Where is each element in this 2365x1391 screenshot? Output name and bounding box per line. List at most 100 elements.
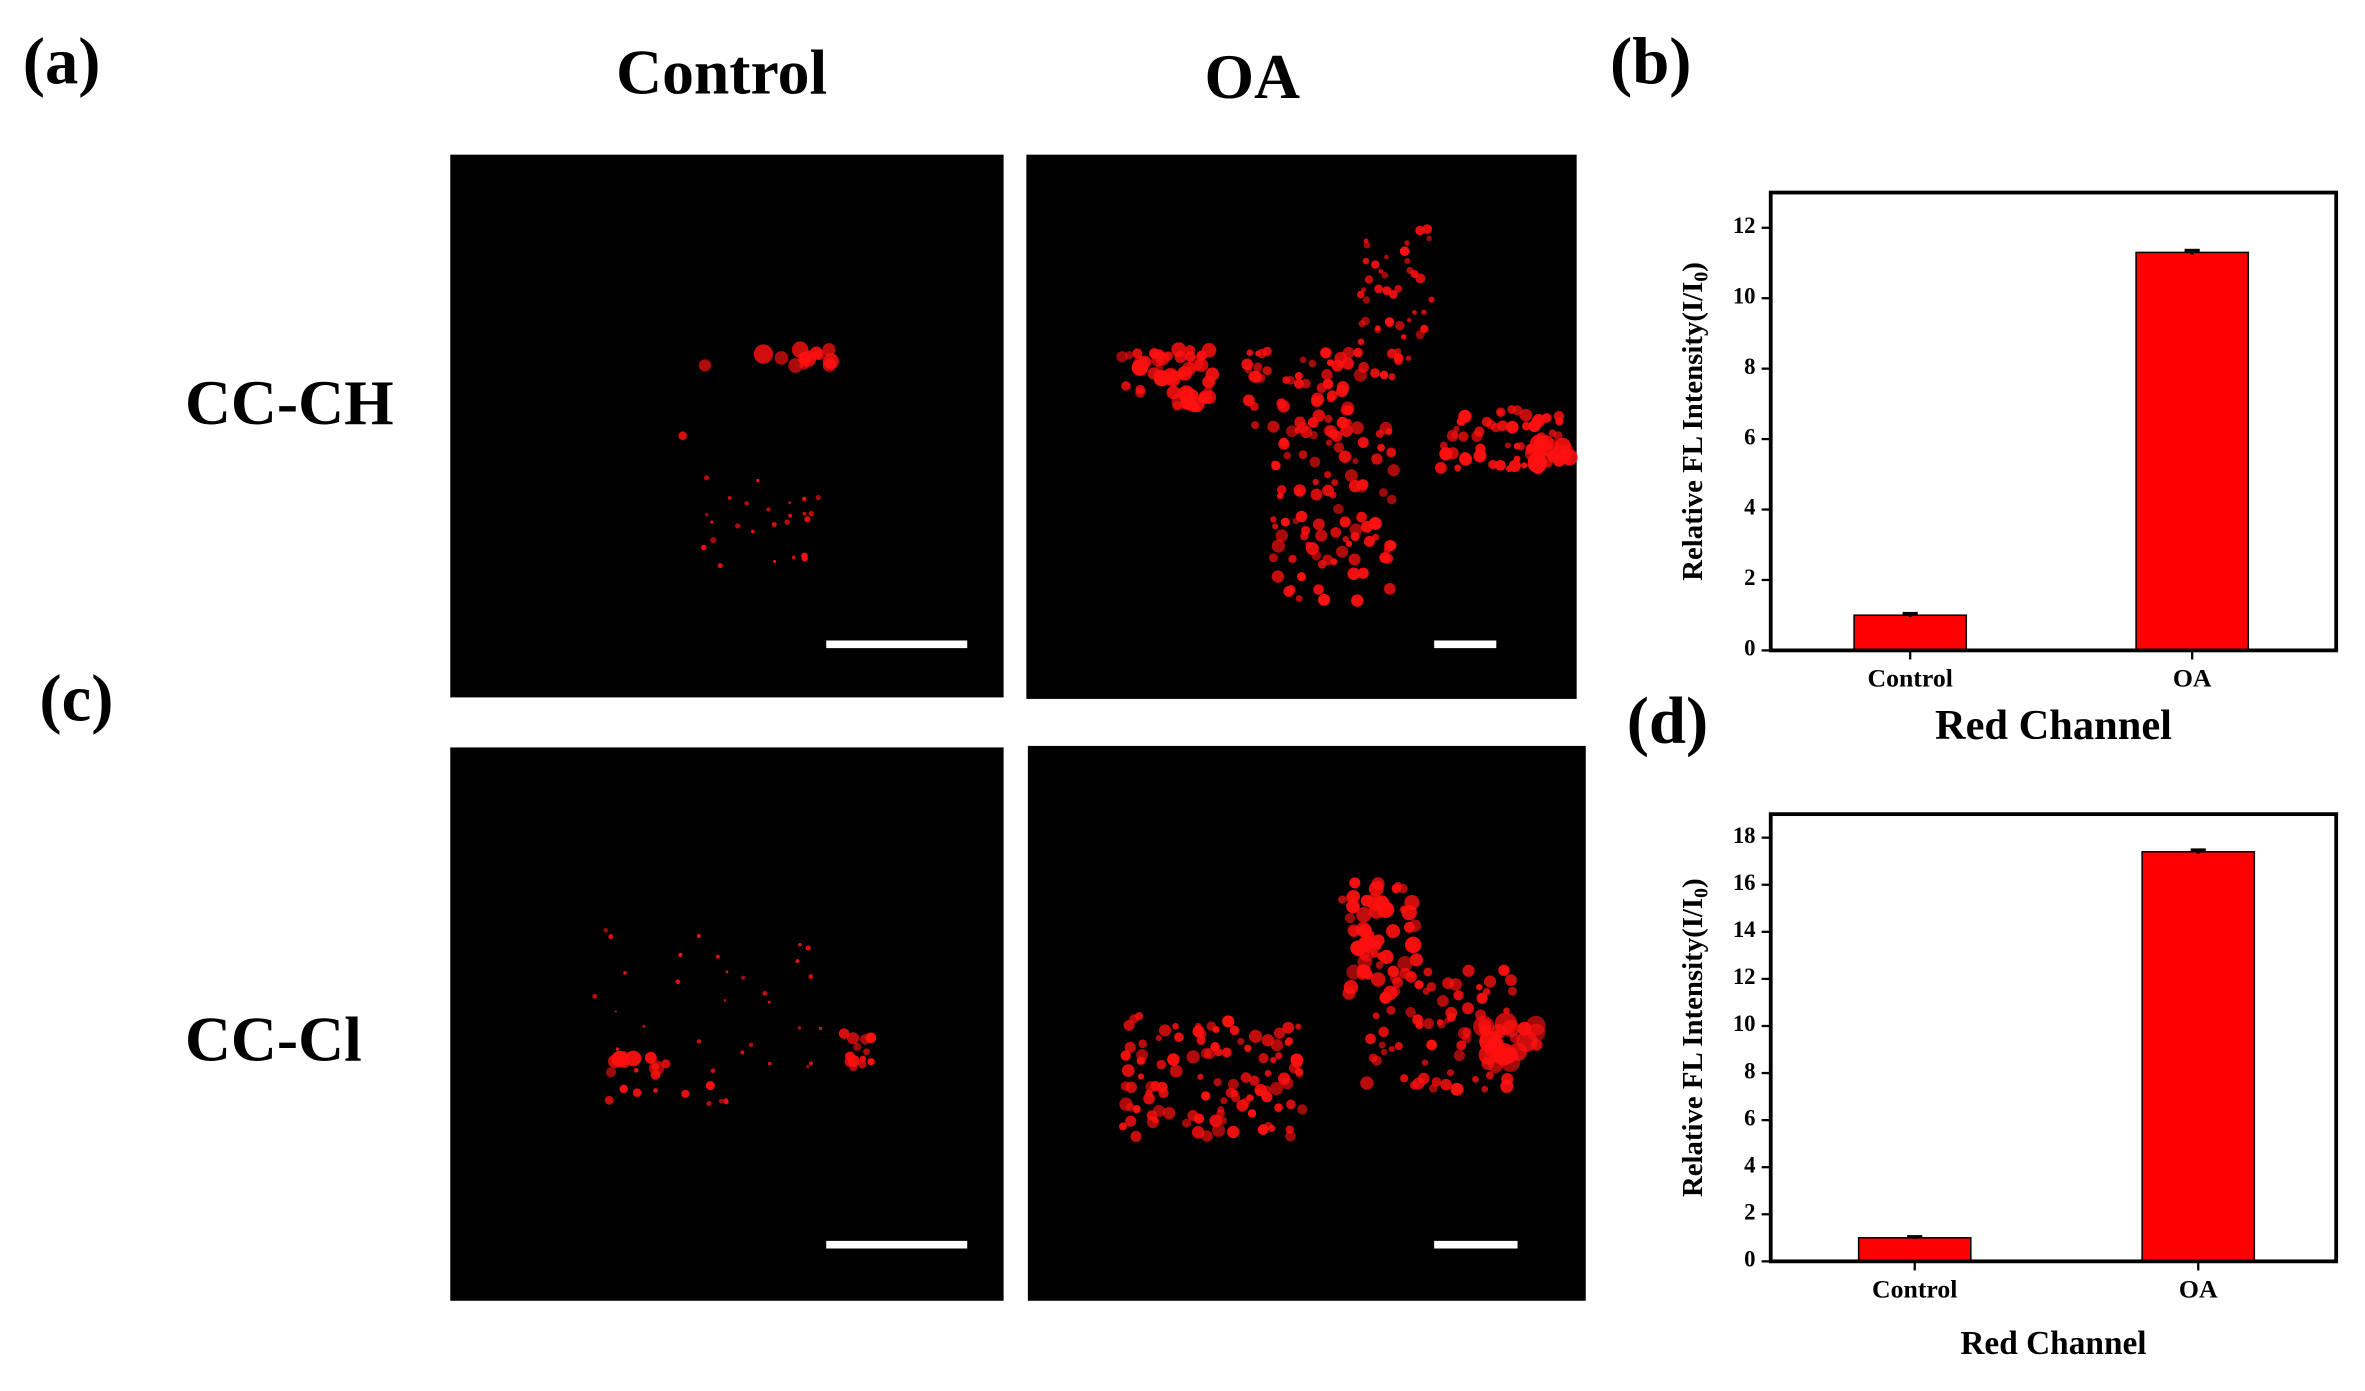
x-axis-label: Red Channel (1960, 1325, 2146, 1362)
y-tick-label: 12 (1733, 964, 1756, 989)
fluorescent-spot (1415, 225, 1425, 236)
micrograph (450, 747, 1004, 1301)
fluorescent-spot (1342, 346, 1355, 359)
fluorescent-spot (1397, 955, 1413, 972)
fluorescent-spot (1394, 1042, 1403, 1051)
fluorescent-spot (1353, 347, 1363, 358)
fluorescent-spot (1162, 367, 1179, 384)
fluorescent-spot (1513, 455, 1521, 463)
fluorescent-spot (1365, 941, 1376, 952)
fluorescent-spot (1488, 1058, 1503, 1074)
fluorescent-spot (767, 1061, 772, 1066)
fluorescent-spot (1338, 450, 1352, 463)
fluorescent-spot (1237, 1037, 1245, 1046)
fluorescent-spot (1285, 1125, 1294, 1134)
fluorescent-spot (1462, 964, 1475, 977)
fluorescent-spot (1405, 1006, 1416, 1018)
fluorescent-spot (1481, 416, 1493, 427)
fluorescent-spot (846, 1032, 860, 1045)
fluorescent-spot (1357, 437, 1369, 448)
fluorescent-spot (1422, 224, 1433, 235)
fluorescent-spot (1267, 420, 1280, 433)
fluorescent-spot (1454, 464, 1462, 472)
fluorescent-spot (614, 1010, 617, 1013)
y-tick-label: 12 (1733, 213, 1756, 238)
fluorescent-spot (1172, 1023, 1179, 1030)
fluorescent-spot (696, 934, 701, 938)
fluorescent-spot (1478, 1018, 1492, 1032)
fluorescent-spot (1286, 1099, 1296, 1110)
fluorescent-spot (1436, 1018, 1444, 1026)
fluorescent-spot (1312, 518, 1325, 531)
fluorescent-spot (1404, 936, 1422, 954)
fluorescent-spot (1378, 488, 1388, 497)
fluorescent-spot (860, 1034, 871, 1045)
fluorescent-spot (1379, 991, 1392, 1004)
fluorescent-spot (1386, 494, 1397, 505)
y-tick-label: 16 (1733, 870, 1756, 895)
fluorescent-spot (1318, 593, 1331, 606)
fluorescent-spot (1279, 437, 1289, 447)
fluorescent-spot (633, 1067, 639, 1073)
fluorescent-spot (678, 952, 683, 958)
fluorescent-spot (1248, 1029, 1263, 1043)
fluorescent-spot (1124, 1041, 1136, 1053)
fluorescent-spot (1370, 972, 1386, 987)
fluorescent-spot (1125, 1115, 1137, 1127)
y-axis-label-subscript: 0 (1690, 888, 1712, 898)
y-tick-label: 8 (1744, 354, 1755, 379)
fluorescent-spot (1483, 975, 1497, 988)
fluorescent-spot (1246, 1094, 1254, 1102)
fluorescent-spot (1530, 1038, 1543, 1051)
fluorescent-spot (813, 349, 825, 361)
fluorescent-spot (1374, 284, 1384, 294)
fluorescent-spot (1295, 510, 1308, 523)
fluorescent-spot (744, 501, 749, 506)
fluorescent-spot (1257, 348, 1267, 359)
fluorescent-spot (1532, 414, 1546, 428)
fluorescent-spot (849, 1062, 858, 1072)
fluorescent-spot (1519, 408, 1533, 422)
fluorescent-spot (822, 343, 836, 357)
bar (2135, 251, 2250, 652)
fluorescent-spot (1371, 260, 1380, 269)
fluorescent-spot (1353, 368, 1368, 382)
fluorescent-spot (1392, 977, 1404, 988)
fluorescent-spot (1495, 459, 1506, 471)
plot-frame (1768, 812, 2339, 1264)
fluorescent-spot (1191, 1126, 1205, 1139)
fluorescent-spot (715, 954, 720, 959)
fluorescent-spot (1428, 1083, 1438, 1093)
fluorescent-spot (1521, 462, 1528, 469)
fluorescent-spot (1340, 424, 1353, 437)
fluorescent-spot (1269, 1081, 1284, 1096)
fluorescent-spot (605, 1067, 617, 1078)
fluorescent-spot (1257, 1124, 1269, 1135)
fluorescent-spot (1220, 1097, 1228, 1105)
fluorescent-spot (1445, 1006, 1458, 1019)
fluorescent-spot (1406, 317, 1412, 323)
fluorescent-spot (1196, 1036, 1206, 1046)
fluorescent-spot (1222, 1015, 1235, 1028)
fluorescent-spot (1312, 478, 1319, 486)
y-axis-label-suffix: ) (1677, 262, 1709, 272)
fluorescent-spot (753, 344, 774, 364)
fluorescent-spot (1342, 535, 1349, 543)
fluorescent-spot (1275, 529, 1289, 542)
row-label: CC-CH (185, 367, 394, 438)
fluorescent-spot (1387, 464, 1400, 477)
fluorescent-spot (1526, 1015, 1546, 1036)
fluorescent-spot (1281, 1077, 1294, 1090)
fluorescent-spot (1372, 1012, 1380, 1020)
fluorescent-spot (718, 1098, 724, 1104)
fluorescent-spot (1341, 401, 1355, 415)
fluorescent-spot (1339, 516, 1351, 528)
fluorescent-spot (1137, 1073, 1145, 1080)
fluorescent-spot (1450, 431, 1458, 439)
fluorescent-spot (1331, 479, 1339, 487)
fluorescent-spot (1325, 439, 1333, 446)
fluorescent-spot (1350, 421, 1364, 435)
fluorescent-spot (1423, 1018, 1435, 1030)
fluorescent-spot (1226, 1125, 1240, 1139)
fluorescent-spot (1368, 516, 1382, 530)
